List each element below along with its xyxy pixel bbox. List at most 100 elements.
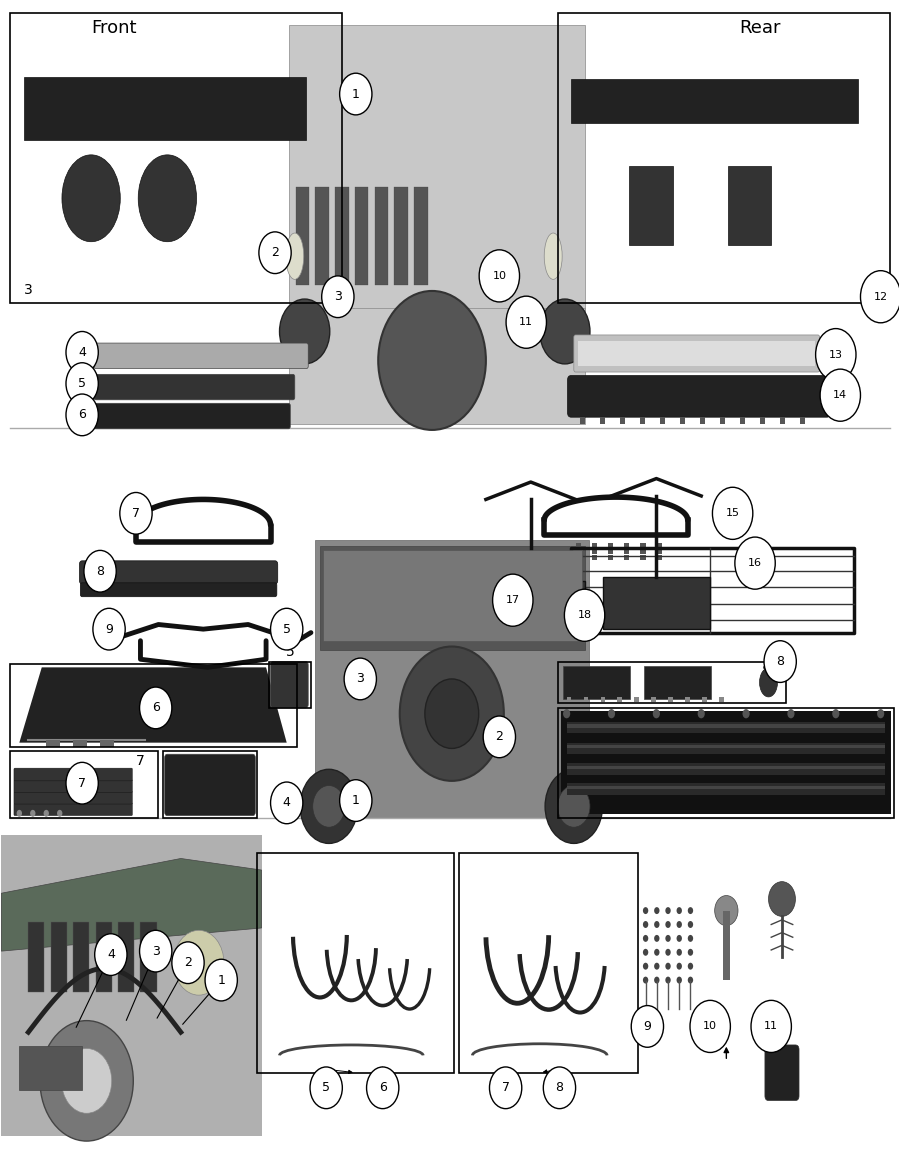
Circle shape [715,895,738,925]
Ellipse shape [62,154,121,241]
Circle shape [490,1067,522,1109]
Circle shape [544,1067,576,1109]
Bar [414,187,427,286]
Circle shape [832,709,840,719]
Circle shape [174,930,224,995]
Circle shape [172,942,204,983]
Bar [322,550,582,641]
Circle shape [665,935,670,942]
FancyBboxPatch shape [271,662,308,708]
Bar [602,577,710,629]
Bar [140,922,157,991]
Bar [567,745,886,749]
Bar [23,77,306,140]
FancyBboxPatch shape [94,403,291,428]
Circle shape [339,73,372,115]
Bar [640,549,645,554]
Text: 12: 12 [874,291,887,302]
Circle shape [120,492,152,534]
Bar [640,417,645,424]
Bar [624,555,629,560]
Text: 3: 3 [23,283,32,297]
Text: 1: 1 [217,974,225,987]
Bar [617,698,622,702]
Circle shape [378,291,486,430]
Circle shape [654,935,660,942]
FancyBboxPatch shape [165,755,256,816]
Circle shape [764,641,796,683]
FancyBboxPatch shape [14,780,132,793]
Text: Front: Front [91,19,136,37]
Bar [315,540,590,819]
Circle shape [66,362,98,404]
Text: 3: 3 [152,945,159,958]
Circle shape [654,949,660,956]
Circle shape [688,949,693,956]
Bar [50,922,67,991]
Circle shape [665,949,670,956]
Bar [702,698,706,702]
FancyBboxPatch shape [14,769,132,781]
Text: 7: 7 [501,1081,509,1095]
Text: 6: 6 [78,409,86,421]
Circle shape [654,921,660,928]
Bar [760,417,765,424]
Text: 6: 6 [152,701,159,714]
Text: 5: 5 [286,646,294,659]
Circle shape [643,949,648,956]
Circle shape [140,930,172,972]
Text: 4: 4 [107,949,115,961]
Circle shape [16,810,22,817]
Circle shape [205,959,238,1001]
Circle shape [366,1067,399,1109]
Bar [660,417,665,424]
Circle shape [643,962,648,969]
Text: 6: 6 [379,1081,387,1095]
Bar [800,417,806,424]
Bar [11,664,298,748]
Bar [592,555,597,560]
Bar [720,417,725,424]
Circle shape [654,976,660,983]
FancyBboxPatch shape [94,342,308,368]
Text: 17: 17 [506,596,520,605]
Bar [680,417,686,424]
Bar [719,698,724,702]
Circle shape [631,1005,663,1047]
Text: 10: 10 [492,271,507,281]
Circle shape [788,709,795,719]
Polygon shape [2,858,262,951]
Bar [644,666,711,699]
Bar [257,852,454,1073]
Bar [95,922,112,991]
Text: 13: 13 [829,349,842,360]
Circle shape [643,976,648,983]
Circle shape [66,332,98,373]
Bar [558,708,894,819]
FancyBboxPatch shape [14,803,132,816]
Bar [629,166,672,245]
Circle shape [344,658,376,700]
Bar [289,309,585,424]
Bar [558,662,787,704]
Circle shape [483,716,516,758]
Bar [723,910,730,980]
Circle shape [654,962,660,969]
Circle shape [479,250,519,302]
Circle shape [735,538,775,589]
Circle shape [688,976,693,983]
Circle shape [321,276,354,318]
Bar [780,417,786,424]
FancyBboxPatch shape [765,1045,799,1101]
Bar [296,187,309,286]
Circle shape [271,783,303,823]
Text: 12: 12 [863,283,881,297]
Text: 6: 6 [275,668,284,682]
Bar [563,666,630,699]
Circle shape [40,1021,133,1141]
Circle shape [677,907,682,914]
Circle shape [312,786,345,827]
Bar [600,417,606,424]
Text: 2: 2 [495,730,503,743]
Bar [320,546,585,650]
